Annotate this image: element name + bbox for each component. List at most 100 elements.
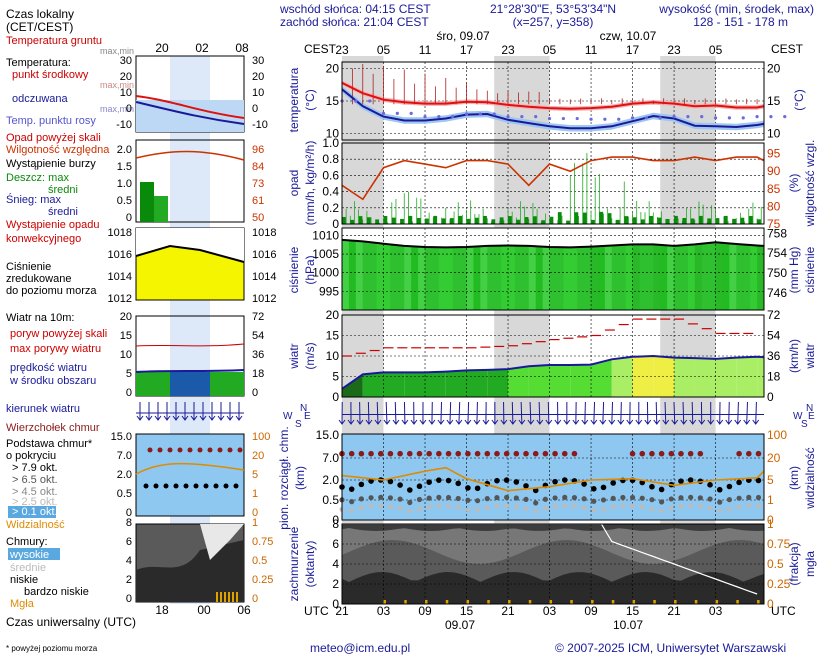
- legend-wind-item: prędkość wiatru: [10, 362, 87, 374]
- precip-unit-left: (mm/h, kg/m²/h): [303, 141, 317, 226]
- rain-mean-bar: [383, 216, 388, 224]
- cloud-base-dot-mid: [358, 496, 364, 502]
- pressure-fill: [729, 228, 737, 310]
- tick-left: 20: [326, 308, 340, 322]
- pressure-fill: [348, 228, 357, 310]
- legend-tick-left: 2.0: [117, 144, 132, 156]
- bottom-hour-label: 03: [377, 604, 391, 618]
- tick-right: 10: [767, 127, 781, 141]
- wind-speed-fill: [570, 364, 592, 397]
- wind-dir-arrow: [356, 401, 364, 425]
- top-hour-label: 17: [626, 43, 640, 57]
- pressure-fill: [521, 228, 530, 310]
- rain-mean-bar: [358, 216, 363, 224]
- dewpoint-dot: [713, 116, 718, 120]
- night-band: [660, 56, 716, 604]
- legend-top-hour: 08: [235, 41, 249, 55]
- cloud-base-dot-mid: [445, 494, 452, 501]
- pressure-fill: [411, 228, 419, 310]
- cloud-base-dot: [600, 484, 607, 491]
- tz-bottom: UTC: [304, 604, 329, 618]
- fog-bar: [632, 600, 636, 604]
- wind-dir-arrow: [455, 401, 463, 425]
- legend-bottom-hour: 00: [197, 603, 211, 617]
- tick-right: 80: [767, 199, 781, 213]
- wind-unit-left: (m/s): [303, 342, 317, 369]
- compass-n: N: [300, 403, 307, 414]
- pressure-fill: [611, 228, 620, 310]
- dewpoint-dot: [478, 112, 482, 116]
- legend-tick-left: 15.0: [111, 431, 132, 443]
- rain-mean-bar: [499, 217, 504, 224]
- bottom-hour-label: 09: [418, 604, 432, 618]
- legend-cb-item: > 6.5 okt.: [12, 474, 58, 486]
- cloud-base-dot-mid: [736, 495, 742, 501]
- cloud-base-dot-low: [426, 504, 432, 510]
- wind-dir-arrow: [365, 401, 373, 425]
- cloud-base-dot-low: [717, 508, 723, 514]
- legend-column: Czas lokalny(CET/CEST)20 02 08Temperatura …: [6, 7, 276, 629]
- legend-tick-left: 2.0: [117, 469, 132, 481]
- cloud-base-dot: [581, 481, 587, 487]
- legend-tick-right: 0.25: [252, 574, 273, 586]
- legend-tick-right: 1: [252, 488, 258, 500]
- legend-tick-right: 1018: [252, 227, 276, 239]
- rain-mean-bar: [425, 218, 429, 224]
- tick-right: 0: [767, 597, 774, 611]
- bottom-hour-label: 15: [626, 604, 640, 618]
- cloud-base-dot-mid: [513, 495, 519, 501]
- rain-mean-bar: [732, 218, 736, 224]
- legend-cloud-top-dot: [147, 447, 153, 453]
- bottom-hour-label: 21: [667, 604, 681, 618]
- cloud-base-dot-mid: [368, 495, 374, 501]
- tick-left: 1000: [312, 266, 339, 280]
- cloud-base-dot-mid: [610, 495, 616, 501]
- panel-frame: [341, 142, 765, 225]
- legend-cloud-base-dot: [233, 483, 239, 489]
- pressure-fill: [577, 228, 585, 310]
- sunrise-label: wschód słońca: 04:15 CEST: [279, 2, 431, 16]
- wind-dir-arrow: [392, 401, 400, 425]
- cloud-base-dot-low: [727, 506, 732, 512]
- legend-tick-right: 1: [252, 517, 258, 529]
- wind-speed-fill: [757, 356, 764, 397]
- cloud-top-dot: [484, 450, 491, 457]
- footer-email[interactable]: meteo@icm.edu.pl: [310, 641, 410, 655]
- rain-mean-bar: [640, 219, 645, 224]
- cloud-base-dot-mid: [746, 494, 752, 501]
- cloud-top-dot: [406, 450, 413, 457]
- wind-dir-arrow: [617, 401, 625, 425]
- pressure-fill: [646, 228, 654, 310]
- legend-wind-dir-arrow: [181, 402, 189, 421]
- pressure-fill: [667, 228, 675, 310]
- cloud-base-dot-low: [368, 503, 374, 509]
- pressure-fill: [342, 228, 350, 310]
- wind-dir-arrow: [545, 401, 553, 425]
- cloud-base-dot-mid: [465, 497, 471, 503]
- legend-tick-right: 54: [252, 330, 264, 342]
- dewpoint-dot: [409, 111, 413, 115]
- tick-left: 0: [332, 597, 339, 611]
- precip-panel: 1.0 0.8 0.6 0.4 0.2 0 95 90 85 80 75 opad (mm/h, kg/…: [287, 136, 817, 231]
- legend-tick-left: 5: [126, 368, 132, 380]
- wind-dir-arrow: [491, 401, 499, 425]
- tick-left: 15: [326, 329, 340, 343]
- rain-mean-bar: [582, 212, 587, 224]
- wind-dir-arrow: [419, 401, 427, 425]
- rain-mean-bar: [350, 219, 355, 224]
- rain-mean-bar: [433, 215, 438, 224]
- rain-mean-bar: [607, 213, 612, 224]
- cloud-top-dot: [368, 450, 374, 457]
- cloud-base-dot-mid: [649, 497, 655, 503]
- cloud-top-dot: [387, 450, 394, 457]
- legend-wind-dir-arrow: [154, 402, 162, 421]
- legend-temp-item: punkt środkowy: [12, 69, 89, 81]
- legend-fog-bar: [224, 592, 226, 602]
- grid-label: (x=257, y=358): [513, 15, 594, 29]
- sunset-label: zachód słońca: 21:04 CEST: [280, 15, 429, 29]
- dewpoint-dot: [561, 116, 565, 121]
- tick-left: 6: [332, 537, 339, 551]
- cloud-top-dot: [523, 450, 529, 457]
- legend-tick-left: 0.5: [117, 195, 132, 207]
- bottom-date-1: 09.07: [445, 618, 475, 632]
